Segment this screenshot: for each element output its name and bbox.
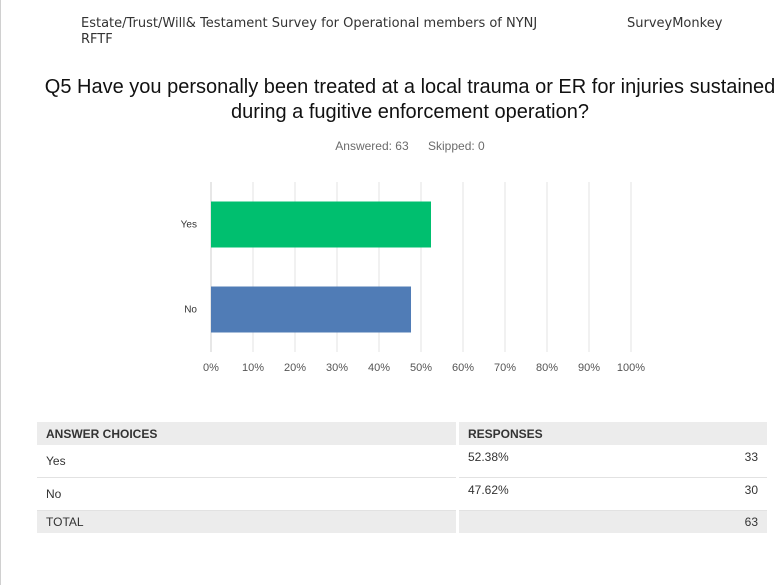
choice-label: Yes: [37, 445, 458, 478]
total-label: TOTAL: [37, 510, 458, 533]
response-count: 33: [660, 445, 767, 478]
choice-label: No: [37, 477, 458, 511]
answered-count: Answered: 63: [335, 139, 409, 153]
x-tick-label: 50%: [410, 362, 432, 374]
x-tick-label: 100%: [617, 362, 645, 374]
table-total-row: TOTAL 63: [37, 510, 767, 533]
skipped-count: Skipped: 0: [428, 139, 485, 153]
x-tick-label: 10%: [242, 362, 264, 374]
x-tick-label: 40%: [368, 362, 390, 374]
x-tick-label: 70%: [494, 362, 516, 374]
x-tick-label: 30%: [326, 362, 348, 374]
answer-choices-header: ANSWER CHOICES: [37, 422, 458, 445]
responses-table: ANSWER CHOICES RESPONSES Yes 52.38% 33 N…: [37, 422, 767, 533]
response-count: 30: [660, 477, 767, 511]
response-stats: Answered: 63 Skipped: 0: [0, 139, 780, 153]
x-tick-label: 90%: [578, 362, 600, 374]
x-tick-label: 0%: [203, 362, 219, 374]
category-label: Yes: [181, 220, 197, 231]
question-text: Q5 Have you personally been treated at a…: [44, 76, 776, 123]
bar-yes: [211, 201, 431, 248]
bar-chart: 0% 10% 20% 30% 40% 50% 60% 70% 80% 90% 100% Yes No: [181, 182, 645, 374]
total-count: 63: [660, 510, 767, 533]
survey-title: Estate/Trust/Will& Testament Survey for …: [81, 16, 538, 47]
responses-header: RESPONSES: [456, 422, 767, 445]
x-tick-label: 80%: [536, 362, 558, 374]
category-label: No: [184, 305, 197, 316]
table-header-row: ANSWER CHOICES RESPONSES: [37, 422, 767, 445]
page-left-border: [0, 0, 1, 585]
response-percent: 47.62%: [455, 477, 661, 511]
response-percent: 52.38%: [455, 445, 661, 478]
bar-no: [211, 286, 412, 333]
table-row: No 47.62% 30: [37, 477, 767, 511]
x-tick-label: 20%: [284, 362, 306, 374]
table-row: Yes 52.38% 33: [37, 445, 767, 478]
x-tick-label: 60%: [452, 362, 474, 374]
brand-name: SurveyMonkey: [627, 16, 723, 31]
total-spacer: [455, 510, 661, 533]
